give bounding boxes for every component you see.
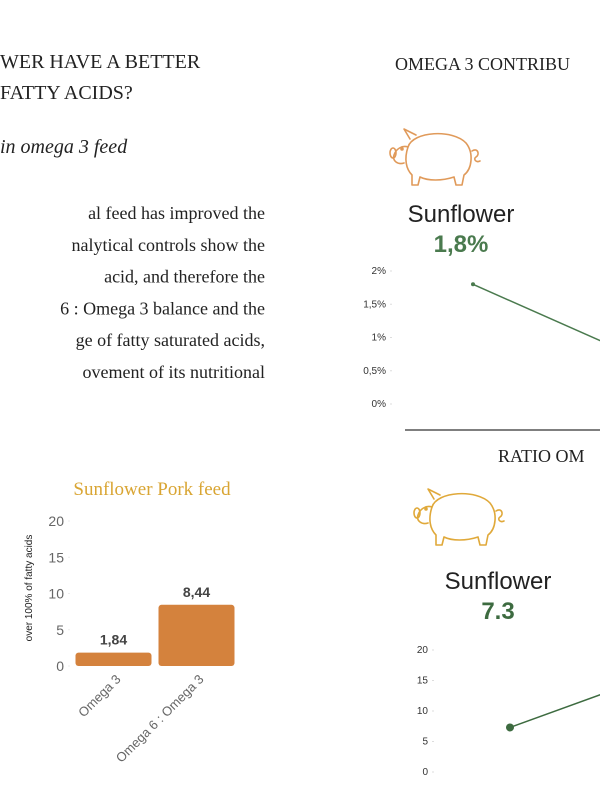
body-line: nalytical controls show the <box>72 235 265 255</box>
value-label: 8,44 <box>183 584 210 600</box>
y-tick-label: 0,5% <box>363 366 386 377</box>
value-label: 1,8% <box>434 231 489 258</box>
y-tick-label: 5 <box>422 737 428 748</box>
chart-title: Sunflower Pork feed <box>73 479 231 500</box>
icon <box>413 488 505 546</box>
y-tick-label: 1,5% <box>363 299 386 310</box>
category-label: Sunflower <box>408 201 515 228</box>
y-tick-label: 15 <box>417 676 429 687</box>
y-tick-label: 20 <box>417 645 429 656</box>
icon <box>389 128 481 186</box>
series-line <box>509 694 600 729</box>
chart-title: RATIO OM <box>498 446 585 466</box>
body-line: al feed has improved the <box>88 203 265 223</box>
value-label: 7.3 <box>481 598 514 625</box>
heading-line: FATTY ACIDS? <box>0 82 133 104</box>
y-tick-label: 20 <box>48 513 64 529</box>
y-axis-label: over 100% of fatty acids <box>24 535 35 642</box>
bar <box>158 604 235 666</box>
body-line: acid, and therefore the <box>104 267 265 287</box>
subheading: in omega 3 feed <box>0 136 128 158</box>
y-tick-label: 5 <box>56 622 64 638</box>
value-label: 1,84 <box>100 632 127 648</box>
body-line: ge of fatty saturated acids, <box>76 330 265 350</box>
series-line <box>472 283 600 342</box>
body-line: 6 : Omega 3 balance and the <box>60 298 265 318</box>
y-tick-label: 0% <box>372 399 387 410</box>
bar <box>75 652 152 666</box>
y-tick-label: 10 <box>417 706 429 717</box>
x-tick-label: Omega 3 <box>75 672 123 720</box>
pig-icon <box>389 128 481 186</box>
point <box>506 723 514 732</box>
y-tick-label: 2% <box>372 266 387 277</box>
point <box>471 282 475 287</box>
y-tick-label: 0 <box>56 658 64 674</box>
heading-line: WER HAVE A BETTER <box>0 51 201 73</box>
x-tick-label: Omega 6 : Omega 3 <box>113 672 207 766</box>
y-tick-label: 10 <box>48 586 64 602</box>
body-line: ovement of its nutritional <box>83 362 265 382</box>
category-label: Sunflower <box>445 568 552 595</box>
pig-icon <box>413 488 505 546</box>
y-tick-label: 0 <box>422 767 428 778</box>
chart-title: OMEGA 3 CONTRIBU <box>395 54 570 74</box>
body-text: al feed has improved the nalytical contro… <box>60 203 265 382</box>
y-tick-label: 1% <box>372 333 387 344</box>
y-tick-label: 15 <box>48 549 64 565</box>
